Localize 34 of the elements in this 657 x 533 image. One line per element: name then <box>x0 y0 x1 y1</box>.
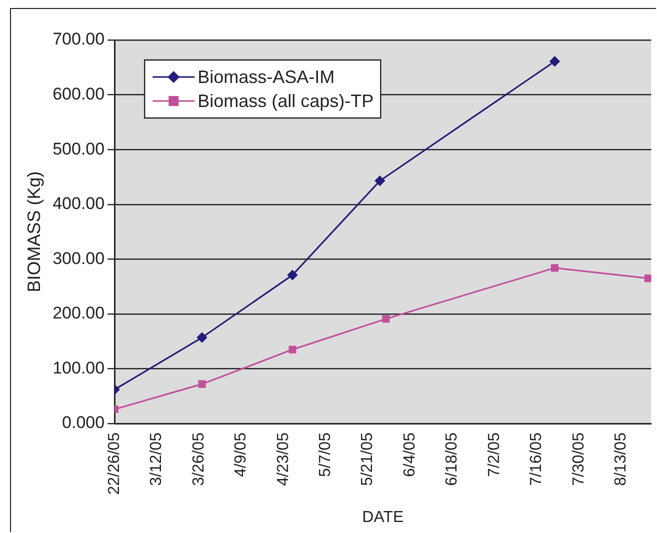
x-tick-label: 7/2/05 <box>486 432 503 478</box>
point <box>197 332 208 342</box>
point <box>198 380 206 388</box>
x-tick-label: 4/23/05 <box>274 432 292 486</box>
y-tick-label: 0.000 <box>62 413 105 432</box>
y-tick-label: 300.00 <box>52 248 105 268</box>
point <box>644 274 652 282</box>
x-tick-label: 6/18/05 <box>444 432 461 486</box>
x-tick-label: 8/13/05 <box>612 432 630 486</box>
x-tick-label: 6/4/05 <box>401 432 418 478</box>
x-tick-label: 4/9/05 <box>232 432 250 478</box>
y-tick-label: 700.00 <box>52 30 105 49</box>
point <box>550 56 560 66</box>
y-tick-label: 400.00 <box>52 194 105 214</box>
point <box>374 176 385 186</box>
x-tick-label: 3/26/05 <box>190 432 208 486</box>
x-tick-label: 3/12/05 <box>148 432 166 486</box>
point <box>550 264 558 272</box>
x-axis-title: DATE <box>362 508 404 526</box>
x-tick-label: 5/21/05 <box>359 432 376 486</box>
x-tick-label: 7/16/05 <box>528 432 546 486</box>
y-axis-title: BIOMASS (Kg) <box>24 171 44 292</box>
x-tick-label: 22/26/05 <box>106 432 123 495</box>
y-tick-label: 500.00 <box>52 139 105 158</box>
y-tick-label: 100.00 <box>52 358 105 378</box>
legend-label: Biomass-ASA-IM <box>198 66 335 87</box>
legend-label: Biomass (all caps)-TP <box>198 90 374 111</box>
y-tick-label: 600.00 <box>52 84 105 104</box>
point <box>287 270 298 280</box>
x-tick-label: 7/30/05 <box>570 432 588 486</box>
point <box>288 346 296 354</box>
x-tick-label: 5/7/05 <box>317 432 334 478</box>
point <box>382 315 390 323</box>
y-tick-label: 200.00 <box>52 304 105 323</box>
